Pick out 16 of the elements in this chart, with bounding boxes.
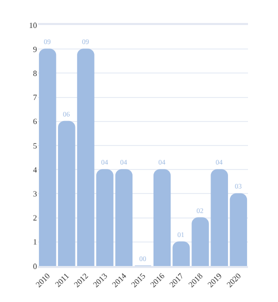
- y-tick-label: 9: [33, 44, 37, 54]
- y-tick-label: 4: [33, 165, 37, 174]
- y-tick-label: 8: [33, 69, 37, 78]
- bar: [210, 169, 228, 266]
- bar: [153, 169, 171, 266]
- y-tick-label: 10: [29, 20, 37, 30]
- bar: [115, 169, 133, 266]
- y-tick-label: 1: [33, 238, 37, 247]
- bar: [230, 193, 248, 266]
- y-tick-label: 0: [33, 262, 37, 271]
- y-tick-label: 2: [33, 214, 37, 223]
- y-tick-label: 5: [33, 141, 37, 150]
- y-tick-label: 6: [33, 117, 37, 126]
- y-tick-label: 7: [33, 93, 37, 102]
- bar: [38, 48, 56, 266]
- y-tick-label: 3: [33, 190, 37, 198]
